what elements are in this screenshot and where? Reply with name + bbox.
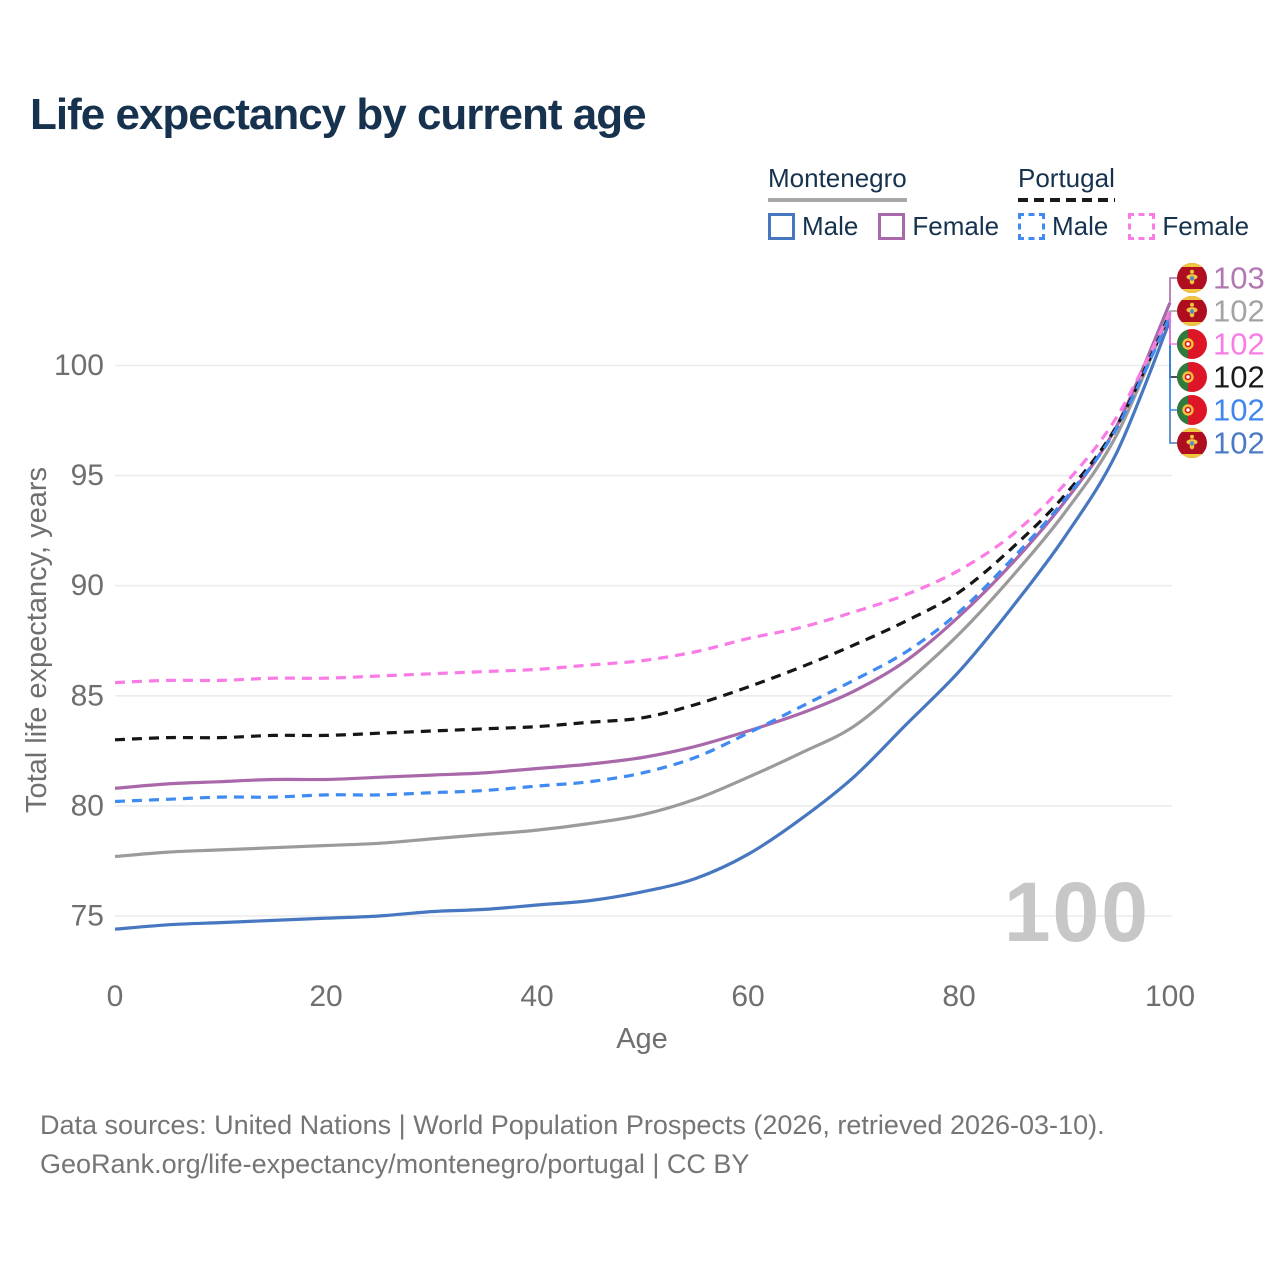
- legend-header-montenegro-label: Montenegro: [768, 163, 907, 193]
- legend-swatch-montenegro-male: [768, 213, 795, 240]
- legend-item-montenegro-male[interactable]: Male: [768, 211, 858, 242]
- flag-montenegro-icon: [1177, 262, 1207, 294]
- legend-header-portugal-label: Portugal: [1018, 163, 1115, 193]
- page-title: Life expectancy by current age: [30, 90, 647, 139]
- legend-group-portugal: Portugal Male Female: [1018, 163, 1249, 242]
- legend-header-portugal[interactable]: Portugal: [1018, 163, 1115, 202]
- legend-group-montenegro: Montenegro Male Female: [768, 163, 999, 242]
- x-tick-label-40: 40: [520, 980, 553, 1013]
- x-tick-label-60: 60: [731, 980, 764, 1013]
- y-tick-label-90: 90: [71, 569, 104, 602]
- footer-url: GeoRank.org/life-expectancy/montenegro/p…: [40, 1149, 750, 1179]
- series-line-portugal-female[interactable]: [114, 311, 1172, 685]
- legend-items-montenegro: Male Female: [768, 211, 999, 242]
- legend-item-portugal-male[interactable]: Male: [1018, 211, 1108, 242]
- series-line-montenegro-male[interactable]: [114, 319, 1172, 931]
- y-tick-label-100: 100: [54, 349, 104, 382]
- footer-data-sources: Data sources: United Nations | World Pop…: [40, 1110, 1105, 1140]
- footer: Data sources: United Nations | World Pop…: [40, 1106, 1105, 1184]
- end-value-label-portugal-total: 102: [1213, 360, 1265, 395]
- x-axis-title: Age: [616, 1023, 668, 1055]
- series-line-portugal-total[interactable]: [114, 313, 1172, 742]
- x-tick-label-80: 80: [942, 980, 975, 1013]
- end-value-label-portugal-female: 102: [1213, 327, 1265, 362]
- end-connector-portugal-male: [1169, 316, 1177, 411]
- legend-swatch-portugal-female: [1128, 213, 1156, 240]
- end-connector-portugal-female: [1169, 312, 1177, 345]
- legend-swatch-portugal-male: [1018, 213, 1045, 240]
- y-axis-title: Total life expectancy, years: [21, 467, 53, 813]
- series-line-portugal-male[interactable]: [114, 315, 1172, 804]
- y-tick-label-75: 75: [71, 900, 104, 933]
- legend-item-montenegro-female[interactable]: Female: [878, 211, 999, 242]
- x-tick-label-20: 20: [309, 980, 342, 1013]
- series-line-montenegro-female[interactable]: [114, 302, 1172, 790]
- end-value-label-montenegro-total: 102: [1213, 294, 1265, 329]
- end-value-label-montenegro-female: 103: [1213, 261, 1265, 296]
- legend-label-montenegro-female: Female: [912, 211, 1000, 241]
- flag-portugal-icon: [1176, 362, 1207, 392]
- y-tick-label-95: 95: [71, 459, 104, 492]
- end-value-label-montenegro-male: 102: [1213, 426, 1265, 461]
- end-connector-montenegro-female: [1169, 277, 1177, 303]
- legend-underline-dashed: [1018, 198, 1115, 202]
- x-tick-label-100: 100: [1145, 980, 1195, 1013]
- legend-items-portugal: Male Female: [1018, 211, 1249, 242]
- flag-montenegro-icon: [1177, 295, 1207, 327]
- end-connector-montenegro-male: [1169, 320, 1177, 444]
- flag-montenegro-icon: [1177, 427, 1207, 459]
- legend-header-montenegro[interactable]: Montenegro: [768, 163, 907, 202]
- end-connector-montenegro-total: [1169, 310, 1177, 312]
- watermark-age-100: 100: [1004, 865, 1150, 959]
- legend-underline-solid: [768, 198, 907, 202]
- legend-label-portugal-female: Female: [1162, 211, 1250, 241]
- legend-item-portugal-female[interactable]: Female: [1128, 211, 1249, 242]
- legend-label-montenegro-male: Male: [802, 211, 859, 241]
- end-value-label-portugal-male: 102: [1213, 393, 1265, 428]
- series-line-montenegro-total[interactable]: [114, 310, 1172, 859]
- end-connector-portugal-total: [1169, 313, 1177, 378]
- flag-portugal-icon: [1176, 395, 1207, 425]
- legend-swatch-montenegro-female: [878, 213, 906, 240]
- flag-portugal-icon: [1176, 329, 1207, 359]
- x-tick-label-0: 0: [107, 980, 124, 1013]
- legend-label-portugal-male: Male: [1052, 211, 1109, 241]
- y-tick-label-80: 80: [71, 789, 104, 822]
- y-tick-label-85: 85: [71, 679, 104, 712]
